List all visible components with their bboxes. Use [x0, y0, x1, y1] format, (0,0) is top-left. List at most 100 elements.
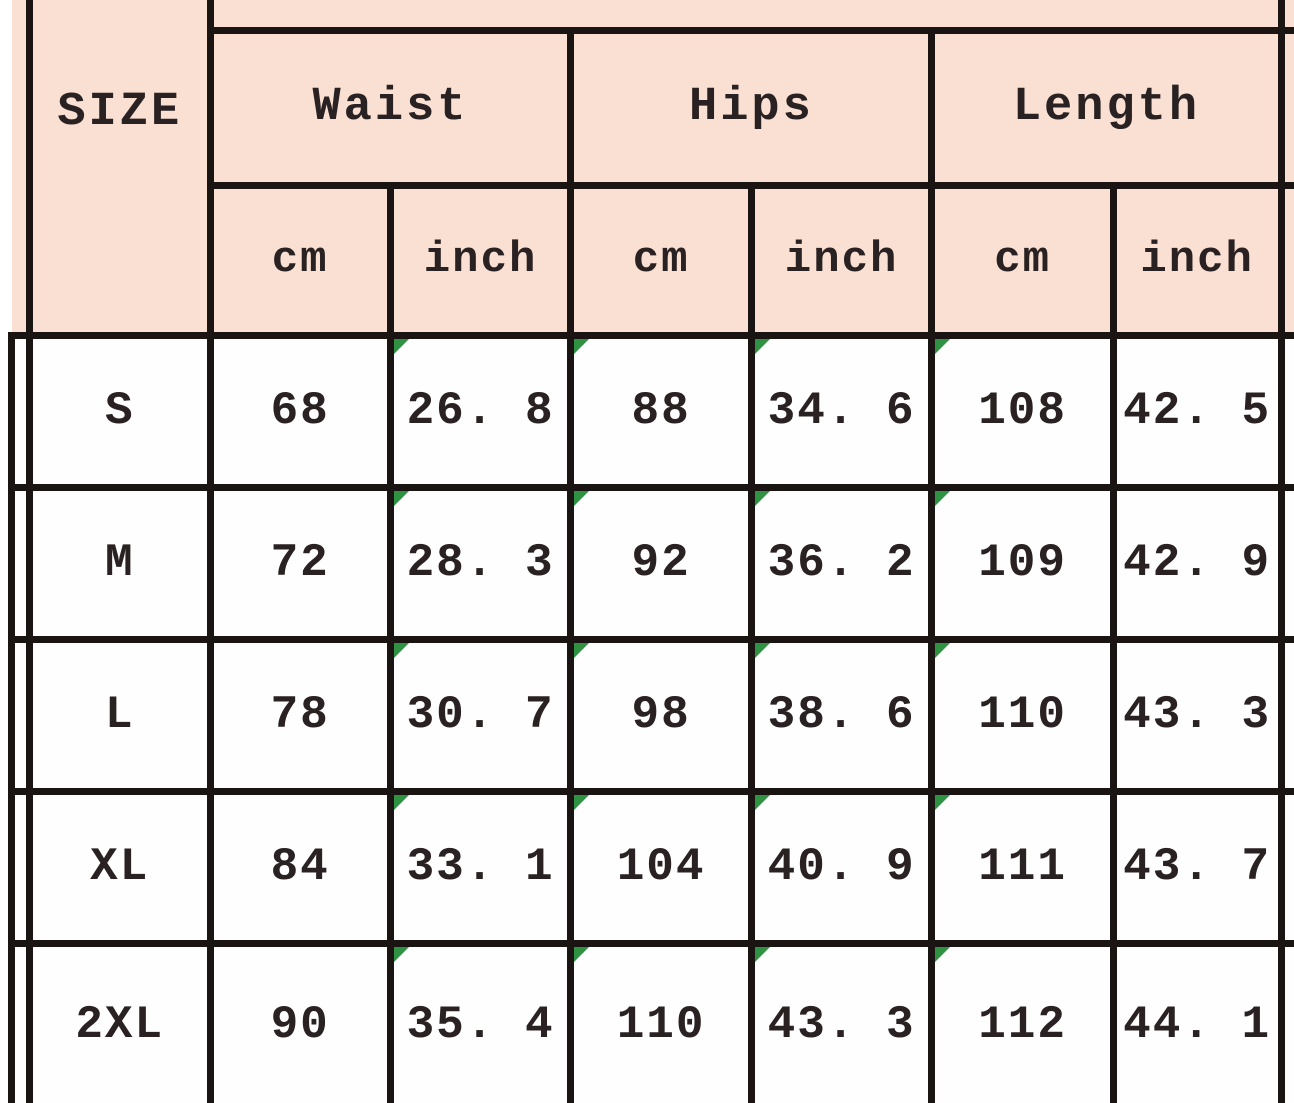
value-cell-length-cm: 110	[932, 639, 1113, 791]
unit-header-length-inch: inch	[1113, 185, 1281, 335]
table-row: L 78 30. 7 98 38. 6 110 43. 3	[12, 639, 1294, 791]
value-text: 92	[631, 537, 690, 589]
cropped-top-stub-cell	[210, 0, 1281, 30]
left-edge-partial-cell	[12, 943, 30, 1103]
table-row: S 68 26. 8 88 34. 6 108 42. 5	[12, 335, 1294, 487]
cell-flag-icon	[935, 339, 950, 354]
cell-flag-icon	[755, 795, 770, 810]
cell-flag-icon	[574, 947, 589, 962]
group-header-length: Length	[932, 30, 1281, 185]
value-cell-waist-cm: 90	[210, 943, 390, 1103]
cell-flag-icon	[935, 491, 950, 506]
cell-flag-icon	[574, 795, 589, 810]
unit-header-waist-cm: cm	[210, 185, 390, 335]
value-cell-hips-cm: 88	[571, 335, 751, 487]
value-text: 36. 2	[768, 537, 916, 589]
value-cell-length-cm: 112	[932, 943, 1113, 1103]
cell-flag-icon	[574, 643, 589, 658]
value-cell-hips-inch: 40. 9	[751, 791, 932, 943]
group-header-hips: Hips	[571, 30, 932, 185]
left-edge-partial-cell	[12, 487, 30, 639]
value-text: 40. 9	[768, 841, 916, 893]
value-cell-hips-inch: 38. 6	[751, 639, 932, 791]
cell-flag-icon	[394, 339, 409, 354]
cell-flag-icon	[935, 643, 950, 658]
value-text: 108	[978, 385, 1067, 437]
corner-header-size: SIZE	[29, 0, 210, 335]
right-edge-partial-cell	[1281, 943, 1294, 1103]
value-text: 43. 3	[768, 999, 916, 1051]
cell-flag-icon	[394, 643, 409, 658]
value-cell-waist-cm: 68	[210, 335, 390, 487]
value-text: 88	[631, 385, 690, 437]
table-row: 2XL 90 35. 4 110 43. 3 112 44. 1	[12, 943, 1294, 1103]
value-cell-hips-cm: 104	[571, 791, 751, 943]
cell-flag-icon	[574, 339, 589, 354]
value-cell-hips-cm: 98	[571, 639, 751, 791]
right-edge-partial-cell	[1281, 185, 1294, 335]
value-text: 30. 7	[407, 689, 555, 741]
right-edge-partial-cell	[1281, 639, 1294, 791]
size-chart-table: SIZE Waist Hips Length cm inch cm inch c…	[8, 0, 1294, 1103]
unit-header-hips-inch: inch	[751, 185, 932, 335]
cell-flag-icon	[394, 795, 409, 810]
value-cell-waist-inch: 33. 1	[390, 791, 571, 943]
cell-flag-icon	[755, 339, 770, 354]
table-row: SIZE	[12, 0, 1294, 30]
table-row: XL 84 33. 1 104 40. 9 111 43. 7	[12, 791, 1294, 943]
cell-flag-icon	[755, 491, 770, 506]
value-cell-waist-cm: 78	[210, 639, 390, 791]
value-cell-hips-cm: 110	[571, 943, 751, 1103]
value-text: 34. 6	[768, 385, 916, 437]
value-cell-waist-inch: 30. 7	[390, 639, 571, 791]
size-cell: 2XL	[29, 943, 210, 1103]
value-text: 33. 1	[407, 841, 555, 893]
value-cell-length-inch: 43. 3	[1113, 639, 1281, 791]
size-cell: XL	[29, 791, 210, 943]
size-cell: L	[29, 639, 210, 791]
value-text: 110	[978, 689, 1067, 741]
value-cell-hips-cm: 92	[571, 487, 751, 639]
group-header-waist: Waist	[210, 30, 571, 185]
value-cell-length-inch: 42. 5	[1113, 335, 1281, 487]
value-cell-length-cm: 108	[932, 335, 1113, 487]
value-text: 35. 4	[407, 999, 555, 1051]
value-text: 26. 8	[407, 385, 555, 437]
cell-flag-icon	[755, 947, 770, 962]
value-cell-waist-inch: 28. 3	[390, 487, 571, 639]
value-cell-waist-cm: 84	[210, 791, 390, 943]
value-cell-waist-inch: 35. 4	[390, 943, 571, 1103]
cell-flag-icon	[394, 947, 409, 962]
cell-flag-icon	[574, 491, 589, 506]
value-text: 104	[617, 841, 706, 893]
value-text: 98	[631, 689, 690, 741]
unit-header-length-cm: cm	[932, 185, 1113, 335]
unit-header-waist-inch: inch	[390, 185, 571, 335]
left-edge-partial-cell	[12, 0, 30, 335]
value-text: 111	[978, 841, 1067, 893]
value-text: 112	[978, 999, 1067, 1051]
right-edge-partial-cell	[1281, 791, 1294, 943]
value-cell-waist-cm: 72	[210, 487, 390, 639]
right-edge-partial-cell	[1281, 0, 1294, 30]
value-cell-length-cm: 109	[932, 487, 1113, 639]
left-edge-partial-cell	[12, 791, 30, 943]
left-edge-partial-cell	[12, 639, 30, 791]
value-text: 38. 6	[768, 689, 916, 741]
value-text: 110	[617, 999, 706, 1051]
right-edge-partial-cell	[1281, 30, 1294, 185]
unit-header-hips-cm: cm	[571, 185, 751, 335]
cell-flag-icon	[935, 795, 950, 810]
value-cell-length-inch: 43. 7	[1113, 791, 1281, 943]
right-edge-partial-cell	[1281, 487, 1294, 639]
value-cell-length-cm: 111	[932, 791, 1113, 943]
table-row: M 72 28. 3 92 36. 2 109 42. 9	[12, 487, 1294, 639]
cell-flag-icon	[394, 491, 409, 506]
value-cell-length-inch: 42. 9	[1113, 487, 1281, 639]
cell-flag-icon	[935, 947, 950, 962]
value-cell-length-inch: 44. 1	[1113, 943, 1281, 1103]
size-cell: S	[29, 335, 210, 487]
value-cell-hips-inch: 36. 2	[751, 487, 932, 639]
cell-flag-icon	[755, 643, 770, 658]
value-cell-waist-inch: 26. 8	[390, 335, 571, 487]
